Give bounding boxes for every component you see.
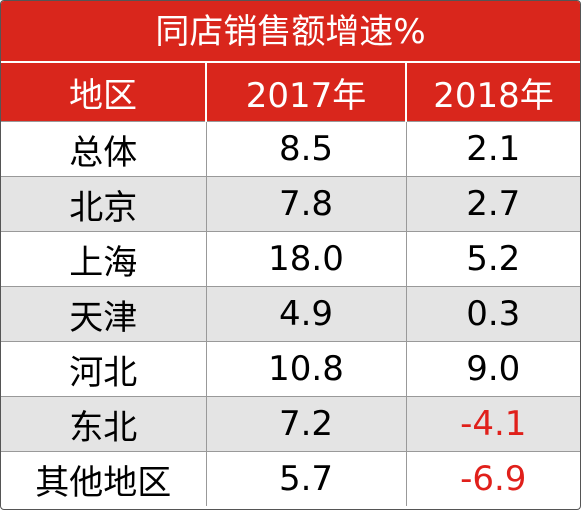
table-row: 河北 10.8 9.0 (1, 341, 580, 397)
value-cell: 10.8 (206, 341, 407, 397)
value-cell: 8.5 (206, 121, 407, 177)
table-row: 上海 18.0 5.2 (1, 231, 580, 287)
header-row: 地区 2017年 2018年 (1, 63, 580, 122)
table-row: 北京 7.8 2.7 (1, 176, 580, 232)
region-cell: 其他地区 (1, 451, 207, 506)
value-cell: 9.0 (406, 341, 580, 397)
value-cell: 2.1 (406, 121, 580, 177)
table-body: 总体 8.5 2.1 北京 7.8 2.7 上海 18.0 5.2 天津 4.9 0.3 河北 10.8 9… (1, 121, 580, 506)
value-cell: 7.2 (206, 396, 407, 452)
value-cell: 7.8 (206, 176, 407, 232)
region-cell: 北京 (1, 176, 207, 232)
value-cell: -4.1 (406, 396, 580, 452)
table-row: 其他地区 5.7 -6.9 (1, 451, 580, 506)
value-cell: 4.9 (206, 286, 407, 342)
data-table: 地区 2017年 2018年 总体 8.5 2.1 北京 7.8 2.7 上海 18.0 5.2 天津… (1, 63, 580, 506)
value-cell: 2.7 (406, 176, 580, 232)
region-cell: 东北 (1, 396, 207, 452)
value-cell: 5.2 (406, 231, 580, 287)
region-cell: 总体 (1, 121, 207, 177)
region-cell: 上海 (1, 231, 207, 287)
table-row: 东北 7.2 -4.1 (1, 396, 580, 452)
region-cell: 天津 (1, 286, 207, 342)
value-cell: 18.0 (206, 231, 407, 287)
table-row: 天津 4.9 0.3 (1, 286, 580, 342)
value-cell: -6.9 (406, 451, 580, 506)
region-cell: 河北 (1, 341, 207, 397)
value-cell: 0.3 (406, 286, 580, 342)
value-cell: 5.7 (206, 451, 407, 506)
header-cell: 2017年 (206, 63, 407, 122)
table-row: 总体 8.5 2.1 (1, 121, 580, 177)
table-title: 同店销售额增速% (1, 1, 580, 63)
header-cell: 2018年 (406, 63, 580, 122)
header-cell: 地区 (1, 63, 207, 122)
